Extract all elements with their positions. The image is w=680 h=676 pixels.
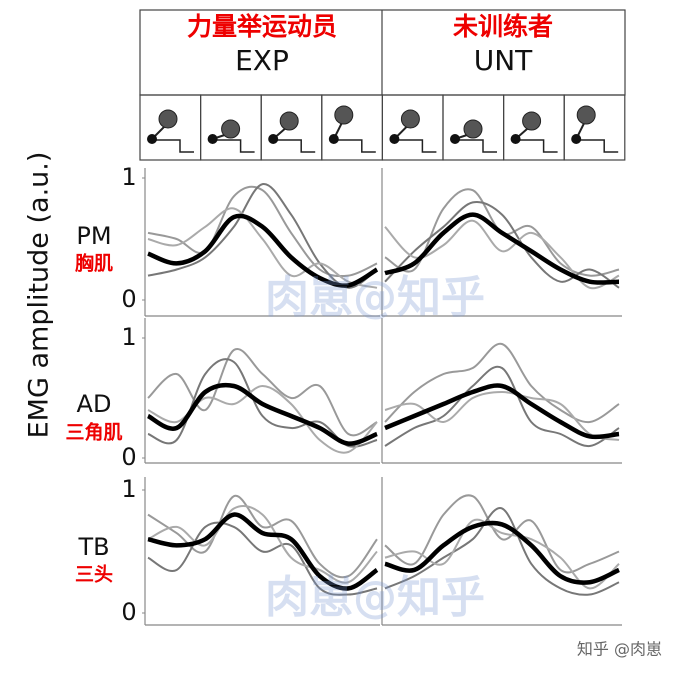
trial-line	[384, 365, 620, 448]
row-label: AD	[77, 390, 112, 418]
icon-head	[450, 134, 460, 144]
column-title: 未训练者	[453, 12, 553, 41]
mean-line	[384, 520, 620, 585]
icon-weight	[279, 111, 299, 131]
trial-line	[384, 391, 620, 441]
row-label: PM	[76, 222, 111, 250]
column-code: EXP	[235, 44, 289, 77]
trial-line	[384, 200, 620, 289]
mean-line	[147, 512, 379, 591]
icon-bench	[574, 139, 619, 153]
icon-bench	[453, 139, 497, 153]
icon-box	[321, 94, 383, 161]
icon-bench	[150, 139, 194, 153]
watermark: 肉崽@知乎	[265, 572, 485, 623]
mean-line	[384, 212, 620, 285]
y-axis-label: EMG amplitude (a.u.)	[24, 152, 55, 439]
icon-head	[389, 134, 400, 144]
trial-line	[147, 495, 378, 579]
row-label: TB	[77, 533, 109, 561]
trial-line	[384, 494, 620, 574]
icon-bench	[210, 139, 255, 153]
icon-weight	[334, 105, 354, 125]
trial-line	[147, 504, 378, 584]
icon-head	[328, 134, 339, 144]
icon-weight	[400, 109, 420, 129]
y-tick-label: 1	[121, 323, 136, 351]
trial-line	[384, 507, 620, 596]
icon-weight	[522, 111, 542, 131]
y-tick-label: 0	[121, 285, 136, 313]
row-label-cn: 三角肌	[65, 421, 122, 444]
icon-head	[268, 134, 279, 144]
mean-line	[384, 383, 620, 440]
mean-line	[146, 382, 378, 446]
y-tick-label: 0	[121, 443, 136, 471]
y-tick-label: 1	[121, 163, 136, 191]
row-label-cn: 胸肌	[75, 252, 113, 275]
icon-weight	[221, 119, 241, 139]
icon-head	[571, 134, 582, 144]
trial-line	[147, 207, 378, 289]
icon-box	[563, 94, 626, 161]
row-label-cn: 三头	[75, 564, 113, 586]
icon-head	[147, 134, 157, 144]
icon-weight	[463, 119, 483, 139]
icon-bench	[513, 139, 558, 153]
trial-line	[147, 348, 378, 437]
icon-head	[510, 134, 521, 144]
y-tick-label: 0	[121, 598, 136, 626]
icon-bench	[271, 139, 316, 153]
column-code: UNT	[474, 44, 533, 77]
icon-head	[207, 134, 218, 144]
watermark: 肉崽@知乎	[265, 272, 485, 323]
credit: 知乎 @肉崽	[577, 640, 662, 659]
icon-weight	[158, 109, 178, 129]
y-tick-label: 1	[121, 475, 136, 503]
mean-line	[147, 213, 379, 288]
icon-bench	[331, 139, 376, 153]
icon-bench	[392, 139, 437, 153]
column-title: 力量举运动员	[187, 12, 337, 41]
trial-line	[147, 521, 378, 596]
trial-line	[384, 342, 620, 424]
pose-icons	[139, 94, 626, 161]
icon-weight	[576, 105, 596, 125]
